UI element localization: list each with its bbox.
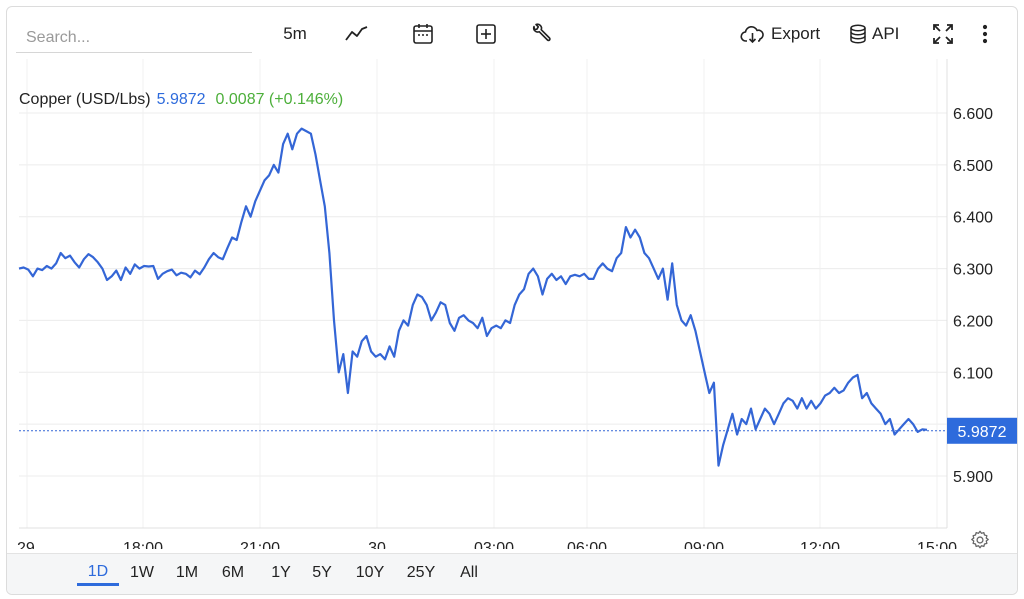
cloud-download-icon bbox=[740, 26, 764, 44]
fullscreen-icon bbox=[933, 24, 953, 44]
range-bar: 1D 1W 1M 6M 1Y 5Y 10Y 25Y All bbox=[7, 553, 1017, 594]
interval-selector[interactable]: 5m bbox=[277, 19, 313, 49]
gear-icon bbox=[971, 530, 989, 549]
x-tick-label: 03:00 bbox=[474, 540, 514, 549]
x-tick-label: 29 bbox=[17, 540, 35, 549]
y-tick-label: 6.100 bbox=[953, 365, 993, 382]
wrench-icon bbox=[532, 23, 551, 42]
database-icon bbox=[850, 24, 866, 44]
y-tick-label: 6.300 bbox=[953, 262, 993, 279]
interval-label: 5m bbox=[283, 24, 307, 43]
add-indicator-button[interactable] bbox=[471, 19, 501, 49]
y-tick-label: 5.900 bbox=[953, 469, 993, 486]
x-tick-label: 15:00 bbox=[917, 540, 957, 549]
x-tick-label: 06:00 bbox=[567, 540, 607, 549]
range-tab-1d[interactable]: 1D bbox=[77, 560, 119, 586]
fullscreen-button[interactable] bbox=[929, 19, 957, 49]
instrument-change: 0.0087 (+0.146%) bbox=[216, 91, 344, 108]
range-tab-1w[interactable]: 1W bbox=[130, 564, 154, 581]
plus-square-icon bbox=[476, 24, 496, 44]
x-tick-label: 21:00 bbox=[240, 540, 280, 549]
instrument-price: 5.9872 bbox=[157, 91, 206, 108]
chart-type-button[interactable] bbox=[341, 19, 373, 49]
price-chart[interactable]: 6.600 6.500 6.400 6.300 6.200 6.100 5.900 29 18:… bbox=[7, 59, 1017, 549]
range-tab-6m[interactable]: 6M bbox=[221, 564, 245, 581]
date-range-button[interactable] bbox=[408, 19, 438, 49]
last-price-label: 5.9872 bbox=[958, 424, 1007, 441]
range-tab-1m[interactable]: 1M bbox=[175, 564, 199, 581]
range-tab-25y[interactable]: 25Y bbox=[406, 564, 436, 581]
last-price-tag bbox=[947, 417, 1017, 444]
range-tab-1y[interactable]: 1Y bbox=[271, 564, 291, 581]
x-tick-label: 12:00 bbox=[800, 540, 840, 549]
export-label: Export bbox=[771, 24, 821, 43]
range-tab-5y[interactable]: 5Y bbox=[312, 564, 332, 581]
chart-widget: 5m bbox=[6, 6, 1018, 595]
api-button[interactable]: API bbox=[849, 19, 905, 49]
y-tick-label: 6.200 bbox=[953, 313, 993, 330]
range-tab-all[interactable]: All bbox=[460, 564, 478, 581]
api-label: API bbox=[872, 24, 900, 43]
y-tick-label: 6.600 bbox=[953, 106, 993, 123]
x-tick-label: 30 bbox=[368, 540, 386, 549]
toolbar: 5m bbox=[7, 7, 1017, 59]
instrument-legend: Copper (USD/Lbs) 5.9872 0.0087 (+0.146%) bbox=[19, 91, 343, 108]
tools-button[interactable] bbox=[526, 19, 556, 49]
price-series-line bbox=[18, 127, 928, 467]
more-vertical-icon bbox=[982, 24, 988, 44]
x-tick-label: 18:00 bbox=[123, 540, 163, 549]
more-menu-button[interactable] bbox=[973, 19, 997, 49]
range-tab-10y[interactable]: 10Y bbox=[355, 564, 385, 581]
calendar-icon bbox=[413, 24, 433, 44]
export-button[interactable]: Export bbox=[740, 19, 828, 49]
y-tick-label: 6.500 bbox=[953, 158, 993, 175]
instrument-name: Copper (USD/Lbs) bbox=[19, 91, 151, 108]
search-input[interactable] bbox=[16, 23, 252, 53]
y-tick-label: 6.400 bbox=[953, 210, 993, 227]
x-tick-label: 09:00 bbox=[684, 540, 724, 549]
line-chart-icon bbox=[345, 26, 368, 41]
chart-settings-button[interactable] bbox=[969, 529, 991, 556]
